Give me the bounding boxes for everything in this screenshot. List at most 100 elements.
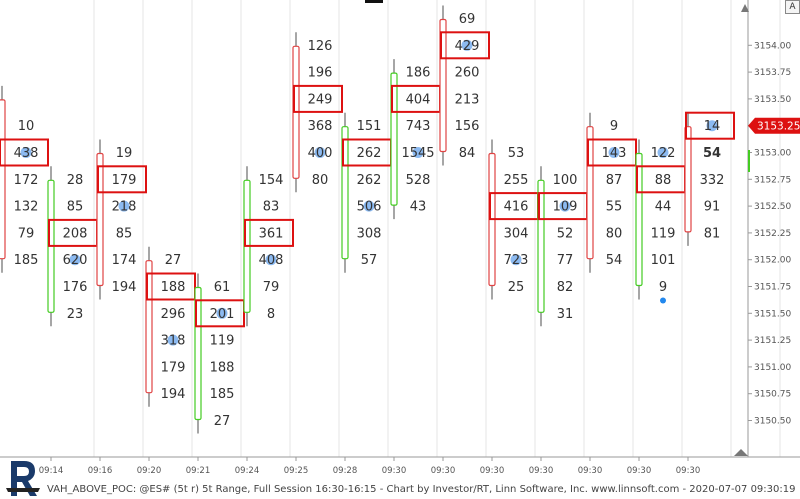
- scroll-down-icon: [734, 449, 748, 456]
- price-tick-label: 3152.00: [754, 256, 791, 266]
- volume-value: 176: [63, 280, 88, 295]
- volume-value: 201: [210, 307, 235, 322]
- volume-value: 126: [308, 39, 333, 54]
- volume-value: 31: [557, 307, 574, 322]
- volume-value: 179: [161, 360, 186, 375]
- volume-value: 53: [508, 146, 525, 161]
- time-tick-label: 09:28: [333, 466, 358, 476]
- volume-dot: [608, 147, 620, 158]
- volume-value: 156: [455, 119, 480, 134]
- current-bar-marker: [748, 150, 750, 172]
- volume-value: 23: [67, 307, 84, 322]
- volume-dot: [461, 39, 473, 51]
- poc-highlight-box: [0, 138, 49, 167]
- volume-value: 61: [214, 280, 231, 295]
- volume-value: 55: [606, 200, 623, 215]
- poc-highlight-box: [293, 84, 343, 113]
- volume-value: 404: [406, 92, 431, 107]
- volume-value: 27: [214, 414, 231, 429]
- volume-value: 262: [357, 173, 382, 188]
- investor-rt-logo: [6, 461, 40, 496]
- volume-value: 43: [410, 200, 427, 215]
- volume-value: 318: [161, 334, 186, 349]
- volume-dot: [265, 254, 277, 266]
- volume-value: 100: [553, 173, 578, 188]
- volume-value: 122: [651, 146, 676, 161]
- price-tick-label: 3153.75: [754, 68, 791, 78]
- volume-value: 81: [704, 226, 721, 241]
- volume-value: 361: [259, 226, 284, 241]
- volume-value: 1545: [401, 146, 434, 161]
- volume-value: 174: [112, 253, 137, 268]
- scroll-nub[interactable]: [365, 0, 383, 3]
- volume-value: 194: [112, 280, 137, 295]
- volume-value: 9: [610, 119, 618, 134]
- volume-value: 101: [651, 253, 676, 268]
- poc-highlight-box: [440, 31, 490, 60]
- volume-dot: [167, 334, 179, 346]
- volume-value: 119: [210, 334, 235, 349]
- autoscale-button[interactable]: A: [785, 0, 800, 14]
- volume-value: 109: [553, 200, 578, 215]
- bar-body: [684, 126, 692, 233]
- volume-dot: [69, 254, 81, 266]
- price-tick-label: 3153.50: [754, 95, 791, 105]
- volume-dot: [412, 147, 424, 158]
- volume-value: 196: [308, 66, 333, 81]
- volume-value: 83: [263, 200, 280, 215]
- time-tick-label: 09:14: [39, 466, 64, 476]
- price-tick-label: 3151.75: [754, 283, 791, 293]
- volume-value: 77: [557, 253, 574, 268]
- current-price-label: 3153.25: [757, 121, 800, 133]
- volume-value: 620: [63, 253, 88, 268]
- volume-value: 368: [308, 119, 333, 134]
- volume-value: 188: [210, 360, 235, 375]
- volume-value: 172: [14, 173, 39, 188]
- time-tick-label: 09:30: [627, 466, 652, 476]
- volume-value: 185: [14, 253, 39, 268]
- volume-value: 85: [116, 226, 133, 241]
- price-tick-label: 3152.75: [754, 175, 791, 185]
- volume-dot: [118, 200, 130, 212]
- volume-value: 255: [504, 173, 529, 188]
- volume-value: 10: [18, 119, 35, 134]
- volume-value: 186: [406, 66, 431, 81]
- poc-highlight-box: [97, 165, 147, 194]
- volume-value: 28: [67, 173, 84, 188]
- volume-value: 185: [210, 387, 235, 402]
- time-tick-label: 09:30: [529, 466, 554, 476]
- volume-dot: [510, 254, 522, 266]
- volume-value: 528: [406, 173, 431, 188]
- volume-value: 85: [67, 200, 84, 215]
- volume-dot: [660, 297, 666, 304]
- volume-value: 9: [659, 280, 667, 295]
- volume-value: 84: [459, 146, 476, 161]
- time-tick-label: 09:30: [382, 466, 407, 476]
- volume-value: 438: [14, 146, 39, 161]
- time-tick-label: 09:30: [431, 466, 456, 476]
- volume-value: 743: [406, 119, 431, 134]
- chart-caption: VAH_ABOVE_POC: @ES# (5t r) 5t Range, Ful…: [47, 484, 796, 495]
- time-tick-label: 09:25: [284, 466, 309, 476]
- volume-dot: [657, 147, 669, 158]
- price-tick-label: 3150.75: [754, 390, 791, 400]
- volume-value: 151: [357, 119, 382, 134]
- volume-value: 8: [267, 307, 275, 322]
- volume-value: 80: [606, 226, 623, 241]
- price-tick-label: 3151.25: [754, 336, 791, 346]
- volume-dot: [314, 147, 326, 158]
- volume-value: 54: [703, 146, 721, 161]
- volume-value: 27: [165, 253, 182, 268]
- volume-dot: [20, 147, 32, 158]
- volume-value: 249: [308, 92, 333, 107]
- volume-value: 194: [161, 387, 186, 402]
- volume-value: 723: [504, 253, 529, 268]
- time-tick-label: 09:21: [186, 466, 211, 476]
- price-tick-label: 3154.00: [754, 41, 791, 51]
- price-tick-label: 3152.25: [754, 229, 791, 239]
- volume-value: 506: [357, 200, 382, 215]
- volume-value: 54: [606, 253, 623, 268]
- volume-value: 119: [651, 226, 676, 241]
- volume-value: 57: [361, 253, 378, 268]
- price-tick-label: 3150.50: [754, 417, 791, 427]
